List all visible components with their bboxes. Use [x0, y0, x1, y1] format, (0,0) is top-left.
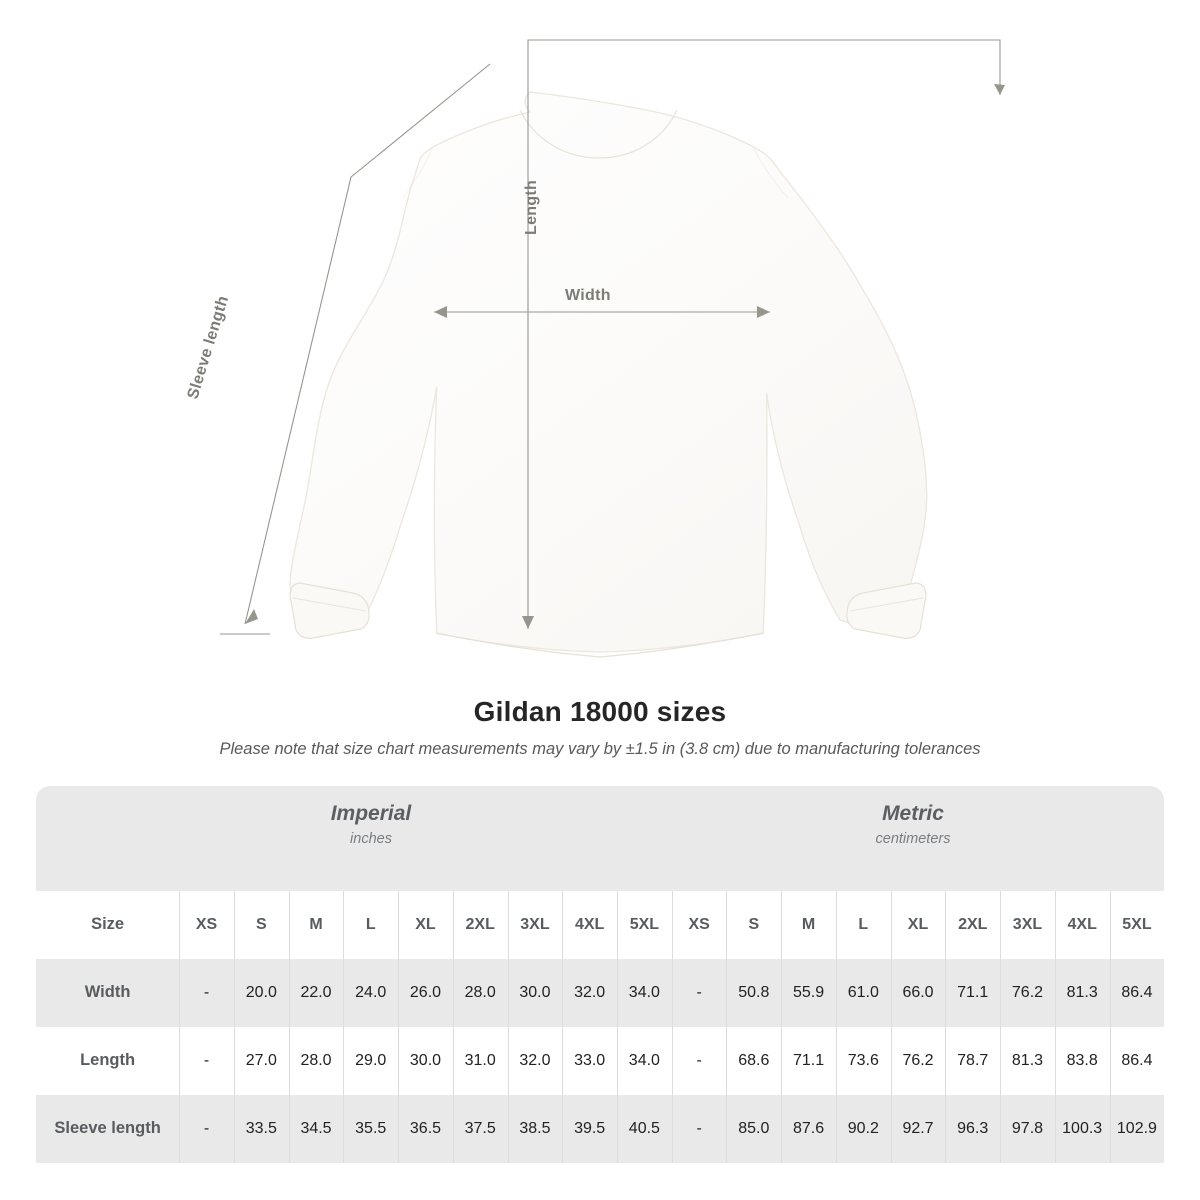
svg-text:Sleeve length: Sleeve length [185, 294, 233, 401]
svg-text:Length: Length [523, 180, 540, 235]
svg-text:Width: Width [565, 287, 611, 304]
